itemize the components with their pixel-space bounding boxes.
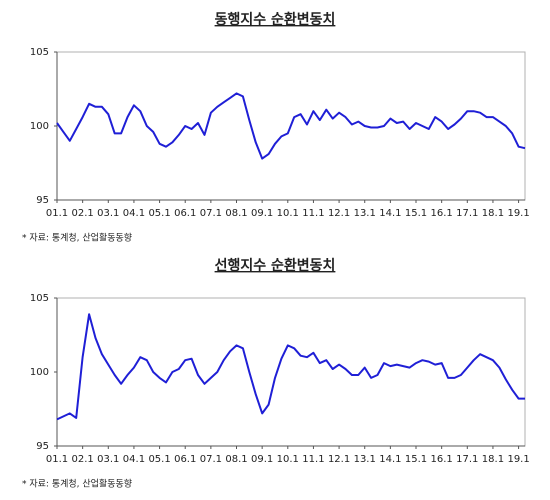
x-tick-label: 17.1 (456, 208, 478, 219)
x-tick-label: 15.1 (405, 208, 427, 219)
y-tick-label: 100 (30, 367, 49, 378)
x-tick-label: 07.1 (200, 208, 222, 219)
x-tick-label: 02.1 (72, 208, 94, 219)
x-tick-label: 03.1 (97, 454, 119, 465)
x-tick-label: 14.1 (379, 454, 401, 465)
x-tick-label: 12.1 (328, 454, 350, 465)
x-tick-label: 08.1 (225, 454, 247, 465)
x-tick-label: 01.1 (46, 454, 68, 465)
x-tick-label: 14.1 (379, 208, 401, 219)
x-tick-label: 01.1 (46, 208, 68, 219)
y-tick-label: 95 (36, 441, 49, 452)
y-tick-label: 100 (30, 121, 49, 132)
y-tick-label: 105 (30, 293, 49, 304)
x-tick-label: 17.1 (456, 454, 478, 465)
x-tick-label: 08.1 (225, 208, 247, 219)
x-tick-label: 13.1 (354, 208, 376, 219)
x-tick-label: 06.1 (174, 454, 196, 465)
x-tick-label: 04.1 (123, 208, 145, 219)
x-tick-label: 07.1 (200, 454, 222, 465)
x-tick-label: 04.1 (123, 454, 145, 465)
y-tick-label: 105 (30, 47, 49, 58)
source-note: * 자료: 통계청, 산업활동동향 (22, 232, 132, 244)
chart-title: 동행지수 순환변동치 (215, 11, 336, 28)
x-tick-label: 11.1 (302, 454, 324, 465)
x-tick-label: 03.1 (97, 208, 119, 219)
x-tick-label: 05.1 (148, 208, 170, 219)
data-line (56, 313, 525, 421)
x-tick-label: 16.1 (431, 454, 453, 465)
x-tick-label: 10.1 (277, 454, 299, 465)
x-tick-label: 11.1 (302, 208, 324, 219)
x-tick-label: 06.1 (174, 208, 196, 219)
plot-frame (56, 297, 526, 447)
x-tick-label: 18.1 (482, 454, 504, 465)
x-tick-label: 18.1 (482, 208, 504, 219)
x-tick-label: 16.1 (431, 208, 453, 219)
x-tick-label: 09.1 (251, 454, 273, 465)
x-tick-label: 12.1 (328, 208, 350, 219)
data-line (56, 92, 526, 160)
x-tick-label: 15.1 (405, 454, 427, 465)
x-tick-label: 02.1 (72, 454, 94, 465)
x-tick-label: 05.1 (148, 454, 170, 465)
y-tick-label: 95 (36, 195, 49, 206)
x-tick-label: 19.1 (507, 208, 529, 219)
chart-title: 선행지수 순환변동치 (215, 257, 336, 274)
x-tick-label: 19.1 (507, 454, 529, 465)
x-tick-label: 09.1 (251, 208, 273, 219)
source-note: * 자료: 통계청, 산업활동동향 (22, 478, 132, 490)
x-tick-label: 10.1 (277, 208, 299, 219)
x-tick-label: 13.1 (354, 454, 376, 465)
